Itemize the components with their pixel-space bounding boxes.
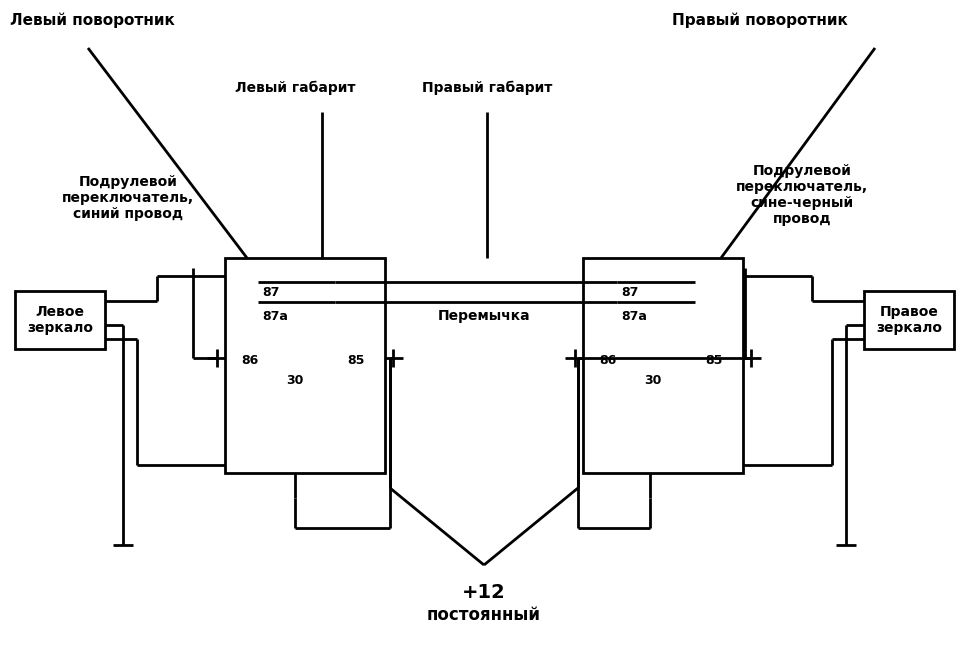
Text: 87: 87 <box>621 286 639 299</box>
Text: +12: +12 <box>462 584 506 602</box>
Text: 85: 85 <box>705 355 722 368</box>
Text: Левое
зеркало: Левое зеркало <box>27 305 93 335</box>
Text: Подрулевой
переключатель,
синий провод: Подрулевой переключатель, синий провод <box>62 175 194 221</box>
Text: 86: 86 <box>241 355 259 368</box>
Text: 87: 87 <box>262 286 279 299</box>
Bar <box>15 291 105 349</box>
Text: Подрулевой
переключатель,
сине-черный
провод: Подрулевой переключатель, сине-черный пр… <box>735 164 868 226</box>
Text: Левый поворотник: Левый поворотник <box>10 12 174 28</box>
Text: Правый габарит: Правый габарит <box>422 81 552 95</box>
Bar <box>225 258 385 473</box>
Text: Правый поворотник: Правый поворотник <box>672 12 848 28</box>
Text: 30: 30 <box>286 374 303 387</box>
Text: 86: 86 <box>599 355 616 368</box>
Text: 85: 85 <box>347 355 364 368</box>
Bar <box>864 291 954 349</box>
Text: постоянный: постоянный <box>427 606 541 624</box>
Text: Левый габарит: Левый габарит <box>234 81 356 95</box>
Text: Перемычка: Перемычка <box>438 309 530 323</box>
Text: Правое
зеркало: Правое зеркало <box>876 305 942 335</box>
Text: 30: 30 <box>644 374 662 387</box>
Text: 87а: 87а <box>621 310 647 323</box>
Bar <box>583 258 743 473</box>
Text: 87а: 87а <box>262 310 288 323</box>
